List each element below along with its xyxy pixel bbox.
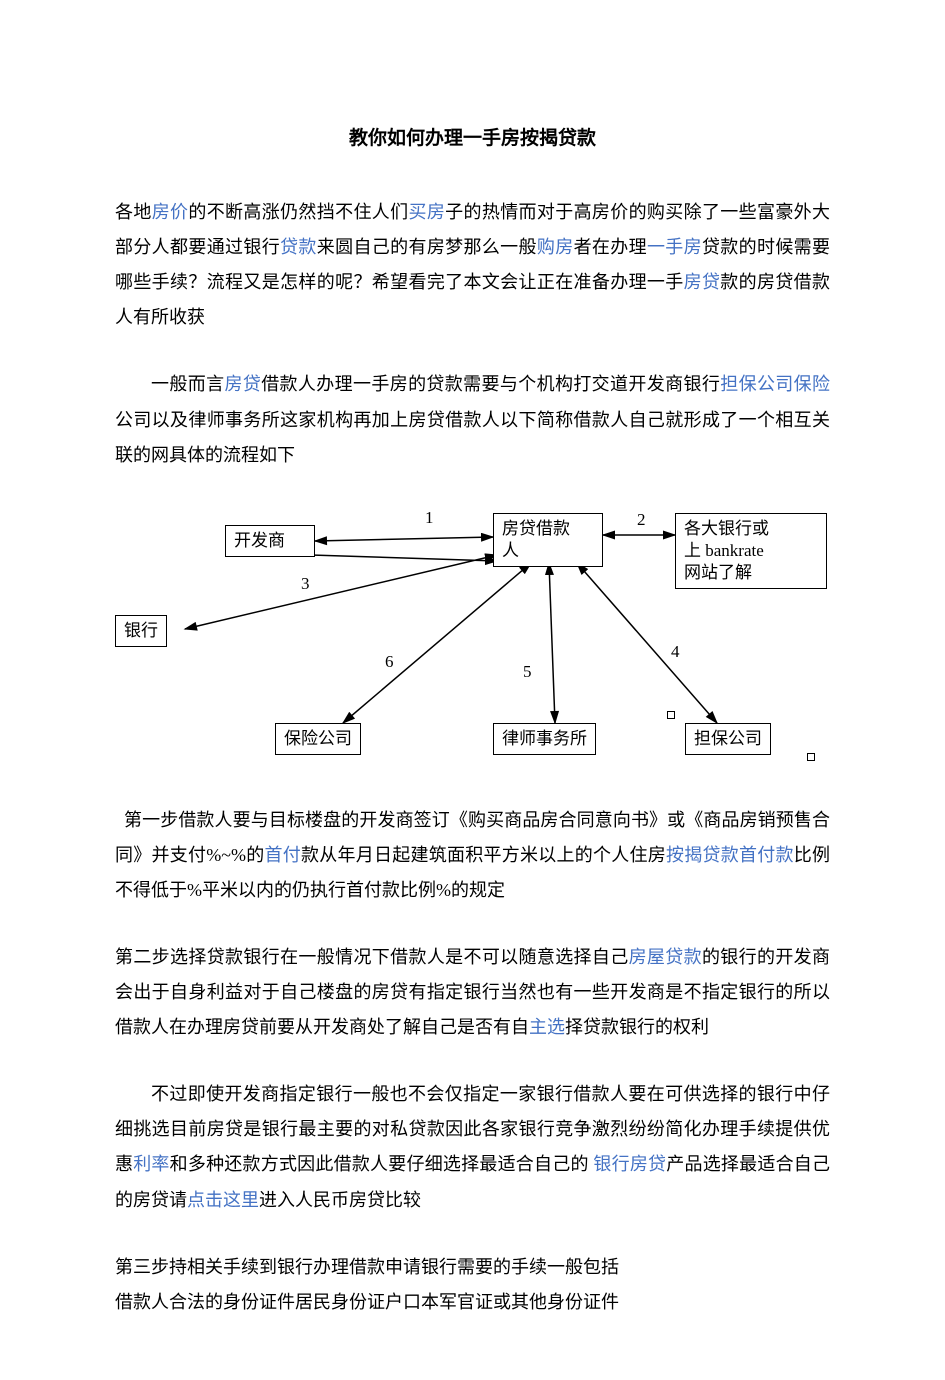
link-maifang[interactable]: 买房 xyxy=(408,202,445,222)
node-label: 房贷借款 人 xyxy=(502,519,570,560)
paragraph-4: 第二步选择贷款银行在一般情况下借款人是不可以随意选择自己房屋贷款的银行的开发商会… xyxy=(115,940,830,1045)
node-developer: 开发商 xyxy=(225,525,315,557)
node-label: 担保公司 xyxy=(694,729,762,748)
link-click-here[interactable]: 点击这里 xyxy=(187,1190,259,1210)
link-danbao[interactable]: 担保公司 xyxy=(720,374,793,394)
edge-label-4: 4 xyxy=(671,635,680,668)
text: 和多种还款方式因此借款人要仔细选择最适合自己的 xyxy=(170,1154,589,1174)
node-borrower: 房贷借款 人 xyxy=(493,513,603,567)
node-insurer: 保险公司 xyxy=(275,723,361,755)
link-fangjiа[interactable]: 房价 xyxy=(152,202,189,222)
link-lilv[interactable]: 利率 xyxy=(133,1154,169,1174)
document-page: 教你如何办理一手房按揭贷款 各地房价的不断高涨仍然挡不住人们买房子的热情而对于高… xyxy=(0,0,945,1380)
text: 第三步持相关手续到银行办理借款申请银行需要的手续一般包括 xyxy=(115,1257,619,1277)
link-fangdai-2[interactable]: 房贷 xyxy=(224,374,261,394)
node-bank: 银行 xyxy=(115,615,167,647)
link-fangwu-daikuan[interactable]: 房屋贷款 xyxy=(629,947,702,967)
flow-diagram: 开发商 房贷借款 人 各大银行或 上 bankrate 网站了解 银行 保险公司… xyxy=(115,505,835,765)
edge-label-3: 3 xyxy=(301,567,310,600)
link-fangdai[interactable]: 房贷 xyxy=(684,272,721,292)
text: 者在办理 xyxy=(574,237,647,257)
paragraph-1: 各地房价的不断高涨仍然挡不住人们买房子的热情而对于高房价的购买除了一些富豪外大部… xyxy=(115,195,830,335)
edge-label-6: 6 xyxy=(385,645,394,678)
node-lawfirm: 律师事务所 xyxy=(493,723,596,755)
text: 来圆自己的有房梦那么一般 xyxy=(317,237,537,257)
link-shoufu[interactable]: 首付 xyxy=(264,845,301,865)
node-label: 银行 xyxy=(124,621,158,640)
text: 一般而言 xyxy=(151,374,224,394)
selection-handle xyxy=(807,753,815,761)
text: 择贷款银行的权利 xyxy=(565,1017,709,1037)
link-yishoufang[interactable]: 一手房 xyxy=(647,237,702,257)
text: 公司以及律师事务所这家机构再加上房贷借款人以下简称借款人自己就形成了一个相互关联… xyxy=(115,410,830,465)
text: 的不断高涨仍然挡不住人们 xyxy=(188,202,408,222)
link-anjie-shoufu[interactable]: 按揭贷款首付款 xyxy=(666,845,794,865)
paragraph-2: 一般而言房贷借款人办理一手房的贷款需要与个机构打交道开发商银行担保公司保险公司以… xyxy=(115,367,830,472)
selection-handle xyxy=(667,711,675,719)
node-label: 律师事务所 xyxy=(502,729,587,748)
node-banks: 各大银行或 上 bankrate 网站了解 xyxy=(675,513,827,589)
text: 各地 xyxy=(115,202,152,222)
paragraph-5: 不过即使开发商指定银行一般也不会仅指定一家银行借款人要在可供选择的银行中仔细挑选… xyxy=(115,1077,830,1217)
node-guarantor: 担保公司 xyxy=(685,723,771,755)
link-baoxian[interactable]: 保险 xyxy=(794,374,830,394)
edge-label-1: 1 xyxy=(425,501,434,534)
text: 进入人民币房贷比较 xyxy=(259,1190,421,1210)
edge-label-5: 5 xyxy=(523,655,532,688)
link-daikuan[interactable]: 贷款 xyxy=(280,237,317,257)
paragraph-6: 第三步持相关手续到银行办理借款申请银行需要的手续一般包括 借款人合法的身份证件居… xyxy=(115,1250,830,1320)
text: 借款人合法的身份证件居民身份证户口本军官证或其他身份证件 xyxy=(115,1292,619,1312)
edge-label-2: 2 xyxy=(637,503,646,536)
link-goufang[interactable]: 购房 xyxy=(537,237,574,257)
text: 款从年月日起建筑面积平方米以上的个人住房 xyxy=(301,845,666,865)
node-label: 开发商 xyxy=(234,531,285,550)
text: 第二步选择贷款银行在一般情况下借款人是不可以随意选择自己 xyxy=(115,947,629,967)
paragraph-3: 第一步借款人要与目标楼盘的开发商签订《购买商品房合同意向书》或《商品房销预售合同… xyxy=(115,803,830,908)
page-title: 教你如何办理一手房按揭贷款 xyxy=(115,120,830,157)
link-zhuxuan[interactable]: 主选 xyxy=(529,1017,565,1037)
text: 借款人办理一手房的贷款需要与个机构打交道开发商银行 xyxy=(261,374,720,394)
node-label: 各大银行或 上 bankrate 网站了解 xyxy=(684,519,769,582)
link-yinhang-fangdai[interactable]: 银行房贷 xyxy=(589,1154,667,1174)
node-label: 保险公司 xyxy=(284,729,352,748)
